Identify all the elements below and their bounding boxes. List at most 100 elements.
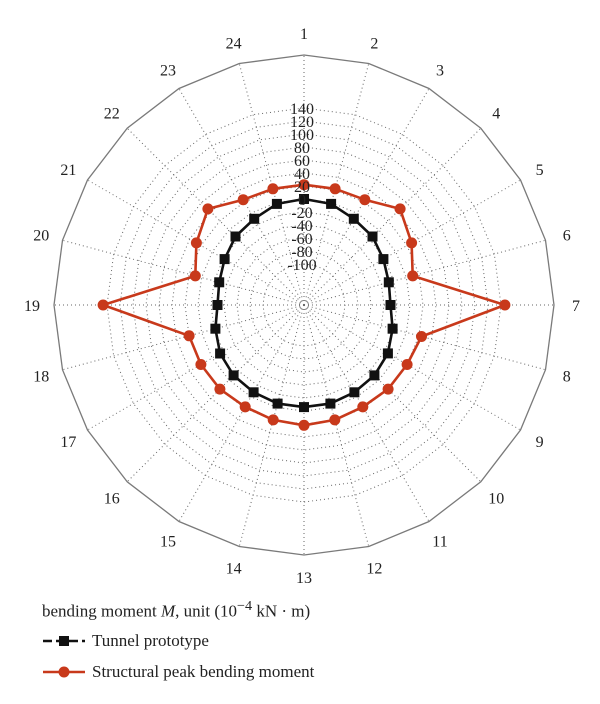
- series-2-point-21: [190, 237, 202, 249]
- series-2-point-13: [298, 419, 310, 431]
- series-1-point-24: [271, 198, 282, 209]
- spoke-11: [303, 304, 430, 522]
- legend-title-unit-end: kN · m): [252, 601, 311, 621]
- series-1-point-22: [230, 231, 241, 242]
- series-2-point-16: [214, 383, 226, 395]
- legend-title-text: bending moment: [42, 601, 161, 621]
- legend-marker-square: [43, 636, 85, 647]
- gridline-100: [132, 133, 476, 477]
- category-label-21: 21: [60, 162, 76, 179]
- series-2-point-15: [239, 401, 251, 413]
- category-label-20: 20: [33, 228, 49, 245]
- radial-tick-140: 140: [290, 101, 314, 118]
- legend-item-tunnel-prototype: Tunnel prototype: [42, 626, 582, 657]
- radial-tick-20: 20: [294, 179, 310, 196]
- spoke-18: [62, 304, 305, 371]
- radial-tick-120: 120: [290, 114, 314, 131]
- series-2-point-8: [416, 331, 427, 342]
- category-label-17: 17: [60, 434, 76, 451]
- category-label-9: 9: [536, 434, 544, 451]
- radial-tick--20: -20: [291, 205, 312, 222]
- category-label-18: 18: [33, 368, 49, 385]
- series-2-point-10: [382, 383, 394, 395]
- legend-label-tunnel-prototype: Tunnel prototype: [92, 631, 209, 651]
- legend-title-unit: , unit (10: [175, 601, 238, 621]
- spoke-24: [238, 63, 305, 306]
- category-label-22: 22: [104, 106, 120, 123]
- radial-tick--40: -40: [291, 218, 312, 235]
- category-label-4: 4: [492, 106, 500, 123]
- series-1-point-4: [367, 231, 378, 242]
- category-label-16: 16: [104, 490, 120, 507]
- category-label-6: 6: [563, 228, 571, 245]
- gridline-80: [145, 146, 463, 464]
- legend-title-exponent: −4: [237, 598, 253, 614]
- gridline-140: [106, 107, 502, 503]
- series-2-point-6: [407, 270, 419, 282]
- series-1-point-10: [369, 370, 380, 381]
- series-1-point-23: [249, 213, 260, 224]
- spoke-8: [303, 304, 546, 371]
- radial-tick--60: -60: [291, 231, 312, 248]
- series-1-point-6: [383, 277, 394, 288]
- legend-title: bending moment M, unit (10−4 kN · m): [42, 598, 582, 622]
- category-label-12: 12: [366, 561, 382, 578]
- series-2-point-23: [237, 194, 249, 206]
- category-label-19: 19: [24, 298, 40, 315]
- category-label-15: 15: [160, 534, 176, 551]
- series-1-point-20: [214, 277, 225, 288]
- spoke-12: [303, 304, 370, 547]
- series-1-point-16: [228, 370, 239, 381]
- category-label-24: 24: [226, 35, 242, 52]
- category-label-3: 3: [436, 62, 444, 79]
- series-1-point-14: [272, 398, 283, 409]
- series-2-point-5: [406, 237, 418, 249]
- spoke-9: [303, 304, 521, 431]
- series-1-point-1: [299, 194, 309, 204]
- series-1-point-9: [382, 348, 393, 359]
- spoke-16: [126, 304, 305, 483]
- gridline--80: [249, 250, 359, 360]
- spoke-22: [126, 127, 305, 306]
- series-2-point-11: [357, 401, 369, 413]
- series-1-point-7: [385, 300, 396, 310]
- spoke-4: [303, 127, 482, 306]
- gridline-120: [119, 120, 489, 490]
- series-2-point-18: [183, 330, 195, 342]
- category-label-2: 2: [370, 35, 378, 52]
- spoke-6: [303, 239, 546, 306]
- series-1-point-18: [210, 323, 221, 334]
- series-2-point-22: [202, 203, 214, 215]
- category-label-5: 5: [536, 162, 544, 179]
- radial-tick--100: -100: [287, 257, 316, 274]
- category-label-10: 10: [488, 490, 504, 507]
- category-label-11: 11: [432, 534, 447, 551]
- series-1-point-12: [325, 398, 336, 409]
- series-1-point-8: [387, 323, 398, 334]
- series-1-point-5: [378, 254, 389, 265]
- series-1-point-21: [219, 254, 230, 265]
- series-2-point-1: [298, 179, 310, 191]
- series-2-point-4: [394, 203, 406, 215]
- series-2-point-17: [195, 359, 207, 370]
- series-2-point-2: [329, 183, 341, 195]
- category-label-1: 1: [300, 26, 308, 43]
- radial-tick--80: -80: [291, 244, 312, 261]
- series-1-point-15: [248, 387, 259, 398]
- legend: bending moment M, unit (10−4 kN · m) Tun…: [42, 598, 582, 688]
- radial-tick-100: 100: [290, 127, 314, 144]
- series-1-point-13: [299, 402, 309, 413]
- legend-item-structural-peak: Structural peak bending moment: [42, 657, 582, 688]
- series-2-point-3: [359, 194, 371, 206]
- radial-tick-80: 80: [294, 140, 310, 157]
- radar-chart: 1234567891011121314151617181920212223241…: [24, 26, 580, 587]
- outer-frame: [53, 54, 555, 556]
- series-2-point-7: [499, 299, 511, 311]
- category-label-14: 14: [226, 561, 242, 578]
- spoke-10: [303, 304, 482, 483]
- spoke-20: [62, 239, 305, 306]
- radial-tick-40: 40: [294, 166, 310, 183]
- gridline--100: [262, 263, 346, 347]
- radial-tick-60: 60: [294, 153, 310, 170]
- spoke-15: [178, 304, 305, 522]
